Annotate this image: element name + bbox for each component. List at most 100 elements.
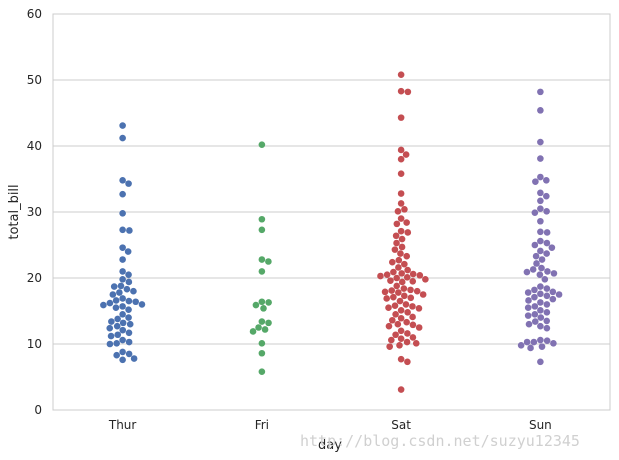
data-point-sat: [409, 278, 417, 285]
data-point-sat: [402, 151, 410, 158]
data-point-sat: [397, 335, 405, 343]
data-point-thur: [113, 322, 121, 330]
data-point-sun: [532, 252, 540, 260]
data-point-sat: [403, 318, 410, 326]
y-tick-label: 10: [27, 337, 42, 351]
data-point-sat: [397, 227, 405, 235]
data-point-sat: [407, 294, 415, 302]
data-point-sat: [392, 232, 400, 240]
data-point-sun: [550, 270, 558, 277]
data-point-sun: [537, 283, 544, 290]
data-point-thur: [125, 350, 133, 358]
data-point-sun: [537, 88, 544, 96]
data-point-sun: [537, 155, 544, 162]
y-tick-labels: 0 10 20 30 40 50 60: [27, 7, 42, 417]
data-point-sun: [527, 344, 534, 352]
data-point-sat: [413, 287, 421, 295]
data-point-thur: [119, 256, 126, 263]
data-point-sun: [525, 320, 533, 328]
data-point-sat: [397, 146, 405, 154]
data-point-thur: [132, 298, 139, 306]
data-point-thur: [119, 276, 126, 283]
data-point-thur: [123, 285, 131, 293]
data-point-sun: [531, 293, 538, 301]
data-point-sat: [409, 303, 416, 310]
data-point-sun: [538, 264, 545, 272]
data-point-thur: [119, 319, 127, 327]
data-point-sat: [394, 320, 402, 328]
data-point-sun: [536, 271, 544, 279]
data-point-sat: [398, 235, 406, 243]
data-point-sun: [537, 290, 544, 298]
data-point-thur: [126, 320, 134, 328]
data-point-sat: [404, 309, 411, 316]
data-point-thur: [106, 340, 114, 348]
data-point-thur: [119, 122, 126, 129]
data-point-sun: [537, 314, 545, 321]
data-point-sun: [543, 229, 551, 236]
data-point-fri: [258, 256, 266, 263]
watermark-text: http://blog.csdn.net/suzyu12345: [300, 432, 580, 450]
data-point-fri: [265, 299, 272, 306]
y-tick-label: 60: [27, 7, 42, 21]
data-point-sat: [404, 88, 412, 96]
data-point-sun: [543, 285, 551, 292]
data-point-fri: [265, 258, 272, 265]
data-point-sat: [404, 229, 412, 236]
data-point-sat: [415, 305, 423, 312]
data-point-sat: [400, 292, 408, 300]
data-point-thur: [119, 303, 126, 310]
data-point-sat: [402, 301, 410, 308]
data-point-sun: [537, 228, 544, 236]
data-point-sun: [537, 237, 544, 245]
data-point-thur: [130, 355, 138, 362]
data-point-sun: [533, 260, 540, 267]
data-point-sun: [537, 299, 544, 306]
data-point-sat: [389, 258, 396, 266]
data-point-thur: [125, 180, 132, 187]
data-point-fri: [258, 226, 266, 234]
data-point-thur: [119, 336, 126, 344]
data-point-sat: [397, 71, 405, 79]
data-point-thur: [125, 314, 132, 321]
data-point-thur: [119, 134, 126, 142]
data-point-sat: [409, 321, 417, 329]
data-point-sat: [397, 155, 405, 163]
data-point-thur: [125, 297, 133, 305]
data-point-sat: [403, 252, 411, 260]
data-point-thur: [106, 324, 114, 332]
data-point-sat: [377, 272, 384, 280]
data-point-sat: [391, 246, 399, 253]
data-point-sat: [419, 291, 427, 298]
data-point-sun: [543, 239, 551, 247]
data-point-sun: [532, 178, 539, 185]
data-point-sat: [397, 190, 405, 197]
data-point-sat: [390, 268, 397, 276]
data-point-thur: [100, 301, 107, 309]
y-tick-label: 50: [27, 73, 42, 87]
data-point-sat: [422, 276, 429, 283]
y-tick-label: 20: [27, 271, 42, 285]
data-point-thur: [106, 299, 114, 307]
data-point-thur: [113, 351, 120, 359]
data-point-sun: [537, 322, 544, 330]
data-point-sun: [537, 307, 544, 314]
data-point-sat: [397, 327, 405, 335]
data-point-thur: [112, 304, 120, 312]
data-point-sat: [397, 355, 405, 363]
data-point-sat: [391, 302, 399, 310]
data-point-sun: [543, 317, 551, 325]
data-point-thur: [126, 227, 133, 234]
data-point-thur: [116, 289, 123, 296]
data-point-sun: [541, 276, 549, 283]
x-tick-labels: Thur Fri Sat Sun: [108, 418, 552, 432]
y-tick-label: 0: [34, 403, 42, 417]
data-point-sat: [401, 206, 408, 213]
data-point-sun: [531, 286, 538, 294]
data-point-sun: [548, 244, 556, 251]
data-point-thur: [108, 318, 115, 325]
data-point-sat: [383, 271, 391, 279]
data-point-sat: [400, 285, 408, 292]
data-point-sat: [403, 219, 410, 226]
